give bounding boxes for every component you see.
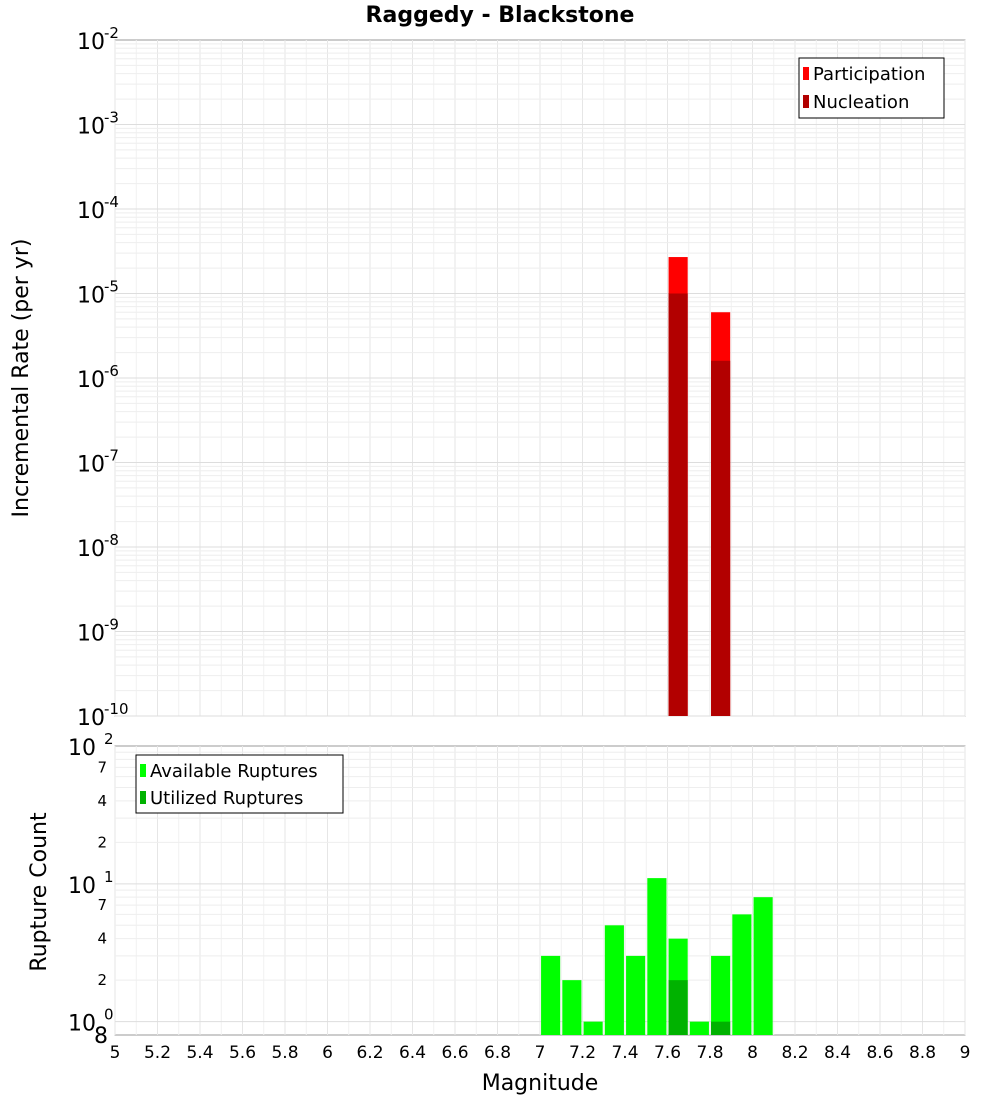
bar-available-ruptures: [732, 914, 752, 1035]
bottom-y-tick-exponent: 0: [104, 1006, 114, 1024]
bar-available-ruptures: [689, 1021, 709, 1035]
x-tick-label: 5.8: [271, 1043, 298, 1063]
bottom-y-axis-label: Rupture Count: [27, 812, 52, 972]
bottom-y-minor-tick-label: 7: [97, 896, 107, 914]
bottom-y-tick-label: 10: [68, 874, 96, 899]
x-tick-label: 6.4: [399, 1043, 426, 1063]
top-bars: [668, 257, 731, 716]
x-tick-label: 7.6: [654, 1043, 681, 1063]
x-ticks: 5 5.2 5.4 5.6 5.8 6 6.2 6.4 6.6 6.8 7 7.2 7.4 7.6 7.8 8…: [110, 1043, 971, 1063]
x-tick-label: 7.8: [696, 1043, 723, 1063]
top-y-tick-exponent: -6: [104, 362, 119, 380]
top-y-tick-exponent: -7: [104, 447, 119, 465]
bar-available-ruptures: [583, 1021, 603, 1035]
bar-available-ruptures: [562, 980, 582, 1035]
bottom-y-minor-tick-label: 4: [97, 792, 107, 810]
bottom-bars: [541, 878, 773, 1035]
bottom-y-tick-exponent: 1: [104, 868, 114, 886]
bottom-y-tick-label: 10: [68, 1012, 96, 1037]
bottom-legend-box: [135, 754, 344, 814]
bar-nucleation: [711, 360, 731, 716]
x-tick-label: 7.2: [569, 1043, 596, 1063]
x-tick-label: 5: [110, 1043, 121, 1063]
bar-available-ruptures: [647, 878, 667, 1035]
x-tick-label: 5.4: [186, 1043, 213, 1063]
x-tick-label: 5.2: [144, 1043, 171, 1063]
legend-label-nucleation: Nucleation: [813, 92, 909, 113]
legend-label-utilized-ruptures: Utilized Ruptures: [150, 788, 303, 809]
top-y-tick-exponent: -9: [104, 616, 119, 634]
top-y-tick-label: 10: [77, 537, 105, 562]
x-tick-label: 8.2: [781, 1043, 808, 1063]
bottom-y-minor-tick-label: 4: [97, 930, 107, 948]
bottom-y-minor-tick-label: 2: [97, 833, 107, 851]
x-tick-label: 6.2: [356, 1043, 383, 1063]
bottom-y-minor-tick-label: 2: [97, 971, 107, 989]
x-tick-label: 8.6: [866, 1043, 893, 1063]
top-y-tick-exponent: -5: [104, 278, 119, 296]
top-y-tick-label: 10: [77, 706, 105, 731]
top-y-tick-label: 10: [77, 30, 105, 55]
legend-label-available-ruptures: Available Ruptures: [150, 761, 318, 782]
top-y-axis-label: Incremental Rate (per yr): [9, 239, 34, 518]
top-legend: Participation Nucleation: [798, 57, 945, 119]
top-y-tick-exponent: -10: [104, 700, 129, 718]
bar-available-ruptures: [604, 925, 624, 1035]
top-y-tick-label: 10: [77, 115, 105, 140]
bar-available-ruptures: [753, 897, 773, 1035]
bottom-panel: 10 2 10 1 10 0 7 4 2 7 4 2 8 Rupture Count Available…: [27, 730, 970, 1096]
x-tick-label: 6: [322, 1043, 333, 1063]
top-y-tick-exponent: -3: [104, 109, 119, 127]
top-y-tick-label: 10: [77, 622, 105, 647]
top-y-tick-exponent: -4: [104, 193, 119, 211]
legend-swatch-utilized-ruptures: [140, 791, 146, 804]
x-tick-label: 7.4: [611, 1043, 638, 1063]
bottom-y-tick-label: 10: [68, 736, 96, 761]
legend-swatch-available-ruptures: [140, 764, 146, 777]
x-axis-label: Magnitude: [482, 1071, 599, 1096]
top-grid: [114, 40, 966, 717]
top-y-tick-label: 10: [77, 284, 105, 309]
x-tick-label: 5.6: [229, 1043, 256, 1063]
bottom-legend: Available Ruptures Utilized Ruptures: [135, 754, 344, 814]
legend-swatch-participation: [803, 67, 809, 80]
x-tick-label: 8.4: [824, 1043, 851, 1063]
top-y-tick-exponent: -2: [104, 24, 119, 42]
bottom-y-bottom-label: 8: [94, 1024, 108, 1049]
top-y-tick-label: 10: [77, 199, 105, 224]
x-tick-label: 8: [747, 1043, 758, 1063]
bar-nucleation: [668, 293, 688, 716]
x-tick-label: 6.6: [441, 1043, 468, 1063]
bottom-y-tick-exponent: 2: [104, 730, 114, 748]
top-legend-box: [798, 57, 945, 119]
x-tick-label: 7: [535, 1043, 546, 1063]
top-panel: 10-210-310-410-510-610-710-810-910-10 In…: [9, 24, 966, 731]
x-tick-label: 8.8: [909, 1043, 936, 1063]
bottom-y-ticks: 10 2 10 1 10 0 7 4 2 7 4 2 8: [68, 730, 114, 1049]
top-y-tick-label: 10: [77, 453, 105, 478]
bar-utilized-ruptures: [668, 980, 688, 1035]
x-tick-label: 6.8: [484, 1043, 511, 1063]
bar-available-ruptures: [541, 955, 561, 1035]
x-tick-label: 9: [960, 1043, 971, 1063]
bar-available-ruptures: [711, 955, 731, 1035]
bar-available-ruptures: [626, 955, 646, 1035]
top-y-tick-label: 10: [77, 368, 105, 393]
bar-utilized-ruptures: [711, 1021, 731, 1035]
bottom-y-minor-tick-label: 7: [97, 758, 107, 776]
top-y-ticks: 10-210-310-410-510-610-710-810-910-10: [77, 24, 129, 731]
chart-title: Raggedy - Blackstone: [366, 3, 635, 28]
top-y-tick-exponent: -8: [104, 531, 119, 549]
legend-label-participation: Participation: [813, 64, 925, 85]
legend-swatch-nucleation: [803, 95, 809, 108]
